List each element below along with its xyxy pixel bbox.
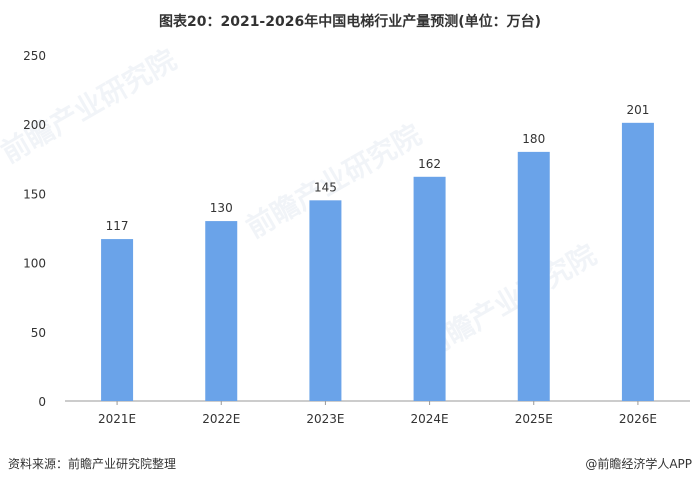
data-label: 130	[210, 201, 233, 215]
bar	[517, 151, 550, 401]
data-label: 201	[626, 103, 649, 117]
bar	[309, 200, 342, 401]
x-tick-label: 2022E	[202, 412, 240, 426]
y-tick-label: 200	[23, 118, 46, 132]
source-note: 资料来源：前瞻产业研究院整理	[8, 457, 177, 471]
y-tick-label: 100	[23, 257, 46, 271]
data-label: 117	[106, 219, 129, 233]
y-tick-label: 150	[23, 187, 46, 201]
x-tick-label: 2023E	[306, 412, 344, 426]
x-tick-label: 2026E	[619, 412, 657, 426]
credit-note: @前瞻经济学人APP	[585, 457, 692, 471]
data-label: 162	[418, 157, 441, 171]
data-label: 180	[522, 132, 545, 146]
y-tick-label: 0	[38, 395, 46, 409]
bar	[101, 239, 134, 401]
bar	[205, 221, 238, 401]
y-tick-label: 250	[23, 49, 46, 63]
bar	[413, 176, 446, 401]
data-label: 145	[314, 180, 337, 194]
chart-title: 图表20：2021-2026年中国电梯行业产量预测(单位：万台)	[158, 14, 542, 30]
x-tick-label: 2024E	[411, 412, 449, 426]
x-tick-label: 2021E	[98, 412, 136, 426]
y-tick-label: 50	[31, 326, 46, 340]
bar	[621, 122, 654, 401]
x-tick-label: 2025E	[515, 412, 553, 426]
